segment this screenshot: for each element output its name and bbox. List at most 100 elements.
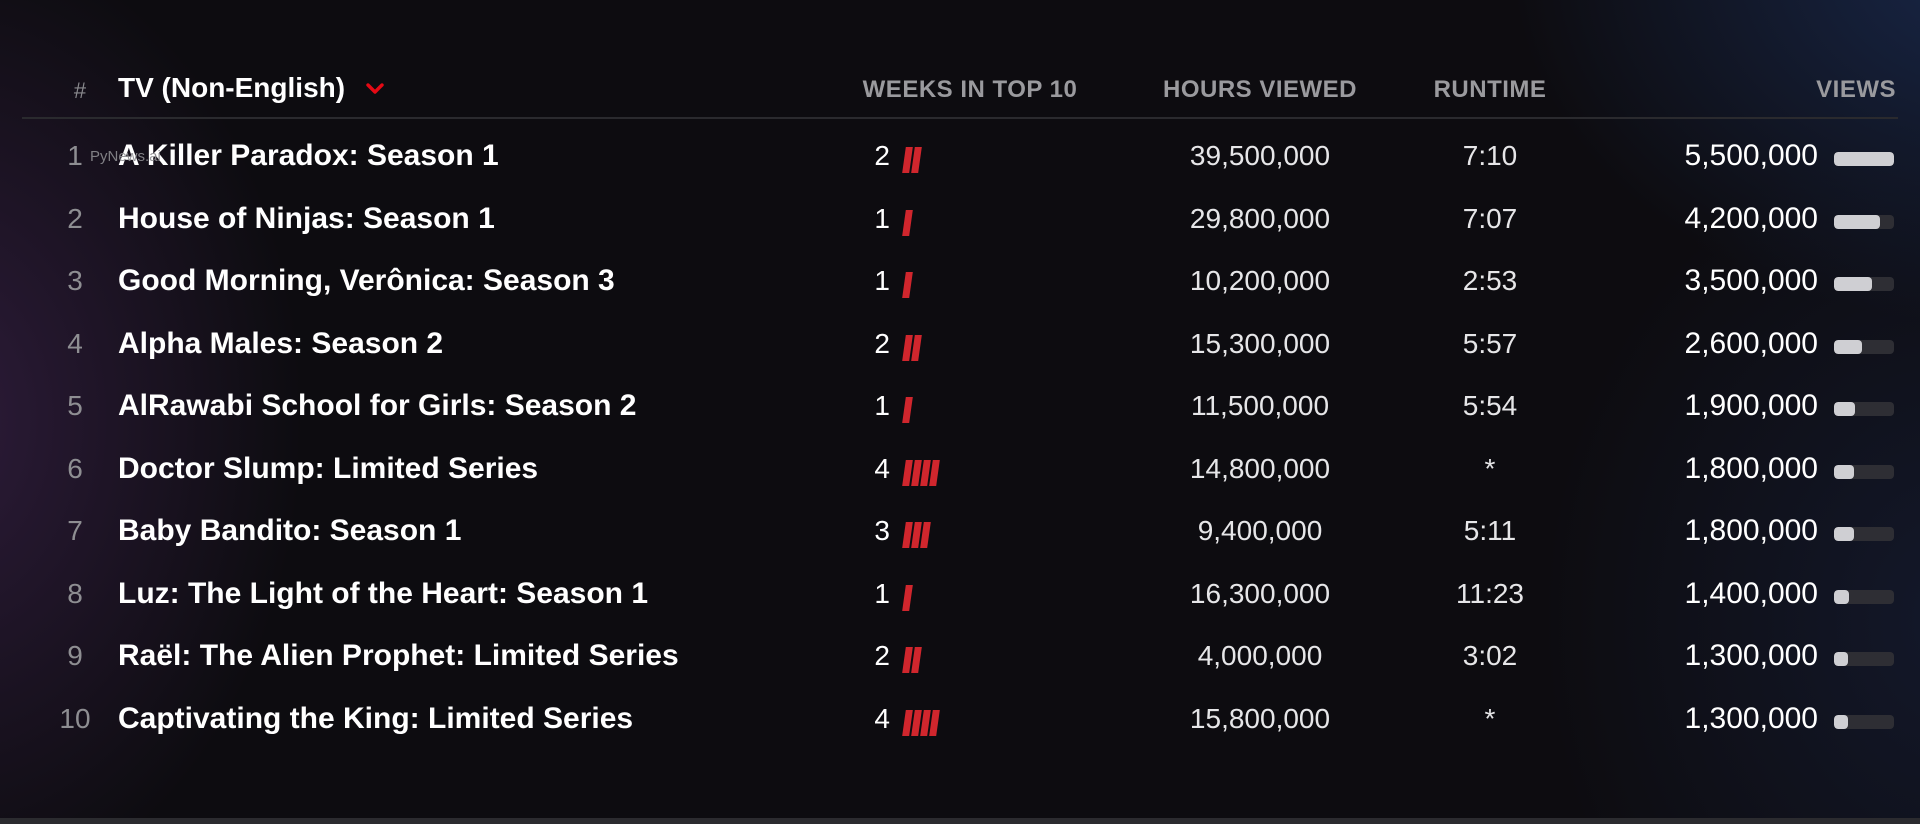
weeks-count: 1: [874, 577, 890, 609]
weeks-count: 4: [874, 452, 890, 484]
week-bar: [920, 522, 931, 548]
rank-number: 4: [67, 327, 83, 359]
hours-viewed: 29,800,000: [1189, 202, 1331, 234]
rank-number: 9: [67, 640, 83, 671]
table-row[interactable]: 7 Baby Bandito: Season 1 3 9,400,000 5:11 1,8…: [0, 503, 1920, 565]
views-count: 1,300,000: [1684, 639, 1818, 672]
views-bar-fill: [1834, 652, 1849, 666]
weeks-bars: [902, 334, 922, 361]
weeks-bars: [902, 272, 913, 298]
weeks-bars: [902, 647, 922, 673]
weeks-bars: [902, 522, 931, 548]
rank-column-header: #: [73, 78, 87, 103]
weeks-bars: [902, 397, 913, 423]
views-count: 5,500,000: [1684, 139, 1818, 172]
table-row[interactable]: 6 Doctor Slump: Limited Series 4 14,800,000…: [0, 441, 1920, 503]
views-bar-fill: [1834, 464, 1854, 479]
week-bar: [902, 272, 913, 298]
views-count: 2,600,000: [1684, 326, 1818, 360]
week-bar: [911, 647, 922, 673]
views-bar-fill: [1834, 527, 1854, 541]
runtime: *: [1484, 702, 1496, 734]
table-row[interactable]: 9 Raël: The Alien Prophet: Limited Series…: [0, 628, 1920, 690]
views-count: 1,300,000: [1684, 701, 1818, 735]
views-bar-fill: [1834, 714, 1849, 729]
views-bar-track: [1834, 464, 1894, 479]
runtime: 5:57: [1462, 327, 1518, 359]
hours-column-header[interactable]: HOURS VIEWED: [1162, 76, 1357, 103]
show-title[interactable]: Luz: The Light of the Heart: Season 1: [118, 576, 649, 610]
hours-viewed: 10,200,000: [1189, 265, 1331, 296]
views-bar-track: [1834, 214, 1894, 229]
show-title[interactable]: Baby Bandito: Season 1: [118, 514, 462, 547]
weeks-bars: [902, 709, 940, 736]
views-count: 3,500,000: [1684, 264, 1818, 297]
chevron-down-icon: [366, 83, 384, 94]
views-count: 1,900,000: [1684, 389, 1818, 422]
show-title[interactable]: Alpha Males: Season 2: [118, 326, 444, 360]
rank-number: 3: [67, 265, 83, 296]
week-bar: [929, 709, 940, 736]
runtime: 5:11: [1463, 515, 1517, 546]
views-column-header[interactable]: VIEWS: [1816, 76, 1896, 103]
runtime: *: [1484, 452, 1496, 484]
table-row[interactable]: 4 Alpha Males: Season 2 2 15,300,000 5:57 2,6…: [0, 316, 1920, 378]
views-bar-fill: [1834, 214, 1880, 229]
views-bar-track: [1834, 714, 1894, 729]
rank-number: 2: [67, 202, 83, 234]
weeks-bars: [902, 209, 913, 236]
rank-number: 1: [67, 140, 83, 171]
runtime: 7:07: [1462, 202, 1518, 234]
table-row[interactable]: 2 House of Ninjas: Season 1 1 29,800,000 7:0…: [0, 191, 1920, 253]
table-row[interactable]: 1 A Killer Paradox: Season 1 2 39,500,000 7:…: [0, 128, 1920, 190]
views-bar-track: [1834, 589, 1894, 604]
header-divider: [22, 117, 1898, 119]
watermark: PyNews.ai: [90, 148, 161, 165]
hours-viewed: 16,300,000: [1189, 577, 1331, 609]
rank-number: 6: [67, 452, 83, 484]
runtime: 7:10: [1462, 140, 1518, 171]
runtime: 2:53: [1462, 265, 1518, 296]
runtime: 5:54: [1462, 390, 1518, 421]
views-bar-track: [1834, 339, 1894, 354]
show-title[interactable]: Raël: The Alien Prophet: Limited Series: [118, 639, 679, 672]
views-bar-track: [1834, 402, 1894, 416]
views-bar-fill: [1834, 277, 1873, 291]
weeks-count: 3: [874, 515, 890, 546]
runtime: 11:23: [1456, 577, 1524, 609]
table-row[interactable]: 10 Captivating the King: Limited Series 4 1…: [0, 691, 1920, 753]
show-title[interactable]: Good Morning, Verônica: Season 3: [118, 264, 615, 297]
show-title[interactable]: House of Ninjas: Season 1: [118, 201, 495, 235]
views-bar-track: [1834, 152, 1894, 166]
hours-viewed: 14,800,000: [1189, 452, 1331, 484]
weeks-count: 1: [874, 265, 890, 296]
hours-viewed: 15,800,000: [1189, 702, 1331, 734]
hours-viewed: 9,400,000: [1197, 515, 1323, 546]
week-bar: [911, 334, 922, 361]
runtime: 3:02: [1462, 640, 1518, 671]
weeks-count: 2: [874, 640, 890, 671]
views-bar-track: [1834, 277, 1894, 291]
show-title[interactable]: Captivating the King: Limited Series: [118, 701, 634, 735]
views-count: 1,800,000: [1684, 451, 1818, 485]
hours-viewed: 39,500,000: [1189, 140, 1331, 171]
views-bar-fill: [1834, 402, 1855, 416]
runtime-column-header[interactable]: RUNTIME: [1433, 76, 1547, 103]
hours-viewed: 4,000,000: [1197, 640, 1323, 671]
week-bar: [911, 147, 922, 173]
weeks-count: 2: [874, 327, 890, 359]
show-title[interactable]: AlRawabi School for Girls: Season 2: [118, 389, 637, 422]
show-title[interactable]: Doctor Slump: Limited Series: [118, 451, 539, 485]
week-bar: [902, 397, 913, 423]
table-row[interactable]: 3 Good Morning, Verônica: Season 3 1 10,200…: [0, 253, 1920, 315]
category-dropdown[interactable]: TV (Non-English): [118, 72, 385, 104]
show-title[interactable]: A Killer Paradox: Season 1: [118, 139, 499, 172]
table-row[interactable]: 5 AlRawabi School for Girls: Season 2 1 11,…: [0, 378, 1920, 440]
hours-viewed: 15,300,000: [1189, 327, 1331, 359]
bottom-divider: [0, 818, 1920, 824]
rank-number: 10: [59, 702, 91, 734]
views-bar-fill: [1834, 152, 1894, 166]
weeks-count: 4: [874, 702, 890, 734]
weeks-column-header[interactable]: WEEKS IN TOP 10: [862, 76, 1078, 103]
